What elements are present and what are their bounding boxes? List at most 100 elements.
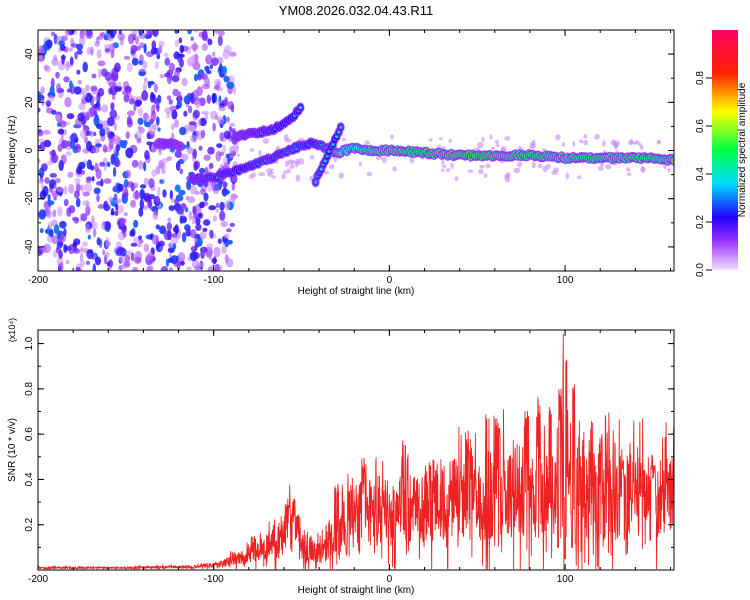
noise-cell <box>230 104 235 113</box>
speckle-cell <box>479 164 485 169</box>
noise-cell <box>217 238 222 244</box>
noise-cell <box>79 259 86 267</box>
noise-cell <box>63 244 68 253</box>
noise-cell <box>205 54 213 65</box>
noise-cell <box>97 204 104 209</box>
noise-cell <box>53 196 57 201</box>
speckle-cell <box>627 140 634 146</box>
noise-cell <box>96 106 102 112</box>
speckle-cell <box>390 134 394 140</box>
speckle-cell <box>381 156 387 164</box>
figure-title: YM08.2026.032.04.43.R11 <box>279 3 433 18</box>
speckle-cell <box>271 175 277 179</box>
noise-cell <box>199 167 205 174</box>
noise-cell <box>63 228 67 237</box>
noise-cell <box>111 93 116 101</box>
noise-cell <box>129 230 135 237</box>
noise-cell <box>110 208 115 215</box>
speckle-cell <box>640 166 646 173</box>
noise-cell <box>163 52 169 58</box>
noise-cell <box>43 129 51 135</box>
noise-cell <box>190 228 197 239</box>
snr-xlabel: Height of straight line (km) <box>298 585 415 596</box>
noise-cell <box>158 45 162 53</box>
noise-cell <box>187 196 196 204</box>
noise-cell <box>69 139 76 149</box>
noise-cell <box>94 256 102 266</box>
noise-cell <box>67 171 74 178</box>
noise-cell <box>53 224 60 235</box>
noise-cell <box>108 196 114 203</box>
noise-cell <box>96 123 103 130</box>
noise-cell <box>226 228 232 233</box>
noise-cell <box>174 150 182 159</box>
noise-cell <box>193 161 199 172</box>
noise-cell <box>93 115 100 127</box>
noise-cell <box>156 53 161 60</box>
noise-cell <box>207 146 215 155</box>
noise-cell <box>73 86 82 95</box>
colorbar-tick-label: 0.0 <box>695 263 706 277</box>
noise-cell <box>168 267 174 271</box>
noise-cell <box>187 105 193 114</box>
noise-cell <box>154 61 159 70</box>
noise-cell <box>218 151 225 156</box>
noise-cell <box>169 189 173 200</box>
speckle-cell <box>483 173 488 179</box>
noise-cell <box>99 161 106 167</box>
noise-cell <box>90 165 95 171</box>
noise-cell <box>110 132 115 137</box>
noise-cell <box>188 121 197 126</box>
noise-cell <box>93 187 101 195</box>
noise-cell <box>39 190 47 200</box>
speckle-cell <box>258 150 262 156</box>
noise-cell <box>110 154 116 165</box>
noise-cell <box>229 122 236 127</box>
speckle-cell <box>504 175 511 183</box>
speckle-cell <box>602 140 606 147</box>
noise-cell <box>38 138 46 143</box>
noise-cell <box>63 76 70 83</box>
noise-cell <box>207 182 212 193</box>
noise-cell <box>216 143 223 149</box>
noise-cell <box>64 185 68 195</box>
noise-cell <box>130 252 135 261</box>
noise-cell <box>75 197 81 208</box>
noise-cell <box>224 96 229 106</box>
noise-cell <box>167 257 174 263</box>
noise-cell <box>201 83 210 90</box>
noise-cell <box>220 220 228 228</box>
noise-cell <box>38 158 41 164</box>
noise-cell <box>198 213 203 219</box>
noise-cell <box>151 123 159 130</box>
noise-cell <box>73 30 78 35</box>
noise-cell <box>96 181 104 186</box>
noise-cell <box>178 37 183 44</box>
noise-cell <box>112 30 118 35</box>
speckle-cell <box>366 171 373 177</box>
noise-cell <box>126 115 132 125</box>
noise-cell <box>79 35 86 46</box>
noise-cell <box>215 98 220 105</box>
noise-cell <box>90 85 98 92</box>
noise-cell <box>122 218 127 223</box>
snr-axes: -200 -100 0 100 0.2 0.4 0.6 0.8 1.0 <box>24 330 674 585</box>
noise-cell <box>169 105 178 111</box>
speckle-cell <box>504 136 511 141</box>
speckle-cell <box>375 156 383 160</box>
noise-cell <box>133 256 142 264</box>
speckle-cell <box>565 172 570 180</box>
noise-cell <box>191 219 196 225</box>
spectrogram-y-tick-label: -40 <box>24 239 35 254</box>
spectrogram-y-tick-label: -20 <box>24 191 35 206</box>
noise-cell <box>233 85 237 96</box>
noise-cell <box>146 141 153 146</box>
noise-cell <box>135 36 140 45</box>
noise-cell <box>43 64 49 71</box>
noise-cell <box>227 239 233 245</box>
noise-cell <box>113 193 118 200</box>
noise-cell <box>172 242 177 250</box>
colorbar-tick-label: 0.2 <box>695 215 706 229</box>
